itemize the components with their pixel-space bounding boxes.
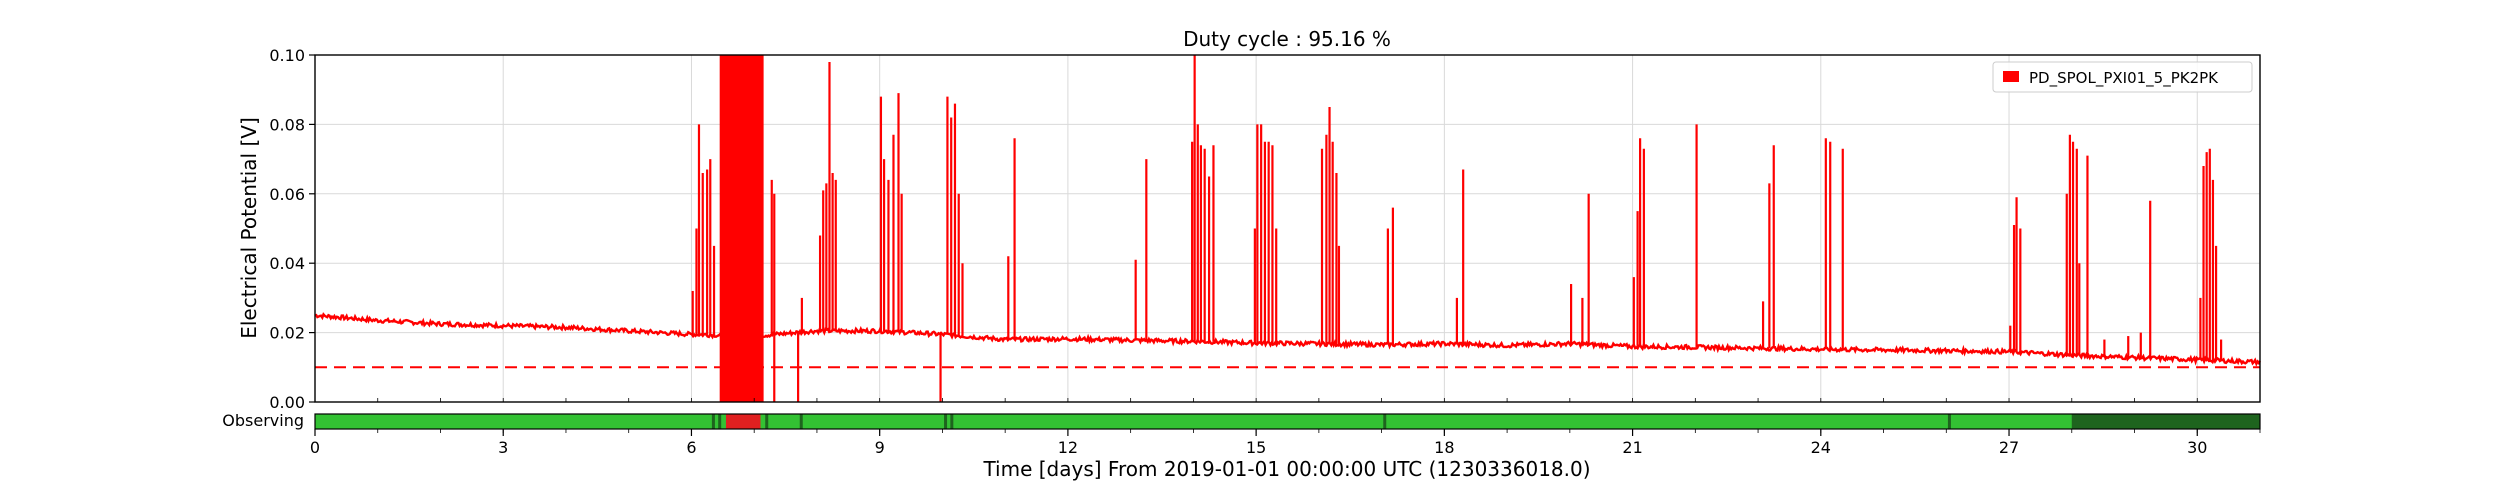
axes: 0 3 6 9 12 15 18 21 24 27 30 0.00 0.02 0.04 0.06 0.08 0.…: [269, 46, 2261, 457]
x-tick-label: 9: [875, 438, 885, 457]
chart-title: Duty cycle : 95.16 %: [1183, 27, 1391, 51]
state-marker: [718, 414, 722, 429]
legend: PD_SPOL_PXI01_5_PK2PK: [1992, 61, 2253, 93]
legend-swatch: [2003, 71, 2019, 82]
state-bar-frame: [314, 413, 2261, 430]
state-marker: [2120, 414, 2124, 429]
state-on-segment: [315, 414, 2260, 429]
x-tick-label: 12: [1058, 438, 1078, 457]
state-marker: [765, 414, 769, 429]
series-trace: [314, 312, 2262, 367]
state-marker: [1947, 414, 1951, 429]
y-tick-label: 0.02: [269, 324, 305, 343]
x-tick-label: 15: [1246, 438, 1266, 457]
x-tick-label: 3: [498, 438, 508, 457]
y-tick-label: 0.08: [269, 115, 305, 134]
legend-label: PD_SPOL_PXI01_5_PK2PK: [2029, 69, 2219, 88]
x-tick-label: 18: [1434, 438, 1454, 457]
x-tick-label: 24: [1811, 438, 1831, 457]
y-tick-label: 0.10: [269, 46, 305, 65]
y-tick-label: 0.04: [269, 254, 305, 273]
plot-frame: [314, 54, 2261, 403]
state-dark-segment: [2071, 414, 2260, 429]
state-marker: [2198, 414, 2202, 429]
x-tick-label: 6: [686, 438, 696, 457]
state-marker: [711, 414, 715, 429]
x-tick-label: 30: [2187, 438, 2207, 457]
x-tick-label: 21: [1622, 438, 1642, 457]
grid-lines: [314, 54, 2260, 403]
y-axis-label: Electrical Potential [V]: [237, 117, 261, 339]
saturated-block: [719, 55, 764, 402]
state-marker: [1383, 414, 1387, 429]
state-marker: [799, 414, 803, 429]
state-marker: [2154, 414, 2158, 429]
state-marker: [944, 414, 948, 429]
y-tick-label: 0.06: [269, 185, 305, 204]
state-marker: [950, 414, 954, 429]
observing-state-bar: [314, 413, 2261, 430]
state-bar-label: Observing: [222, 411, 304, 430]
x-tick-label: 27: [1999, 438, 2019, 457]
state-marker: [2211, 414, 2215, 429]
plot-area: [314, 55, 2262, 402]
y-tick-label: 0.00: [269, 393, 305, 412]
state-off-segment: [725, 414, 761, 429]
legend-box: [1992, 61, 2253, 93]
x-tick-label: 0: [310, 438, 320, 457]
x-axis-label: Time [days] From 2019-01-01 00:00:00 UTC…: [982, 457, 1590, 481]
